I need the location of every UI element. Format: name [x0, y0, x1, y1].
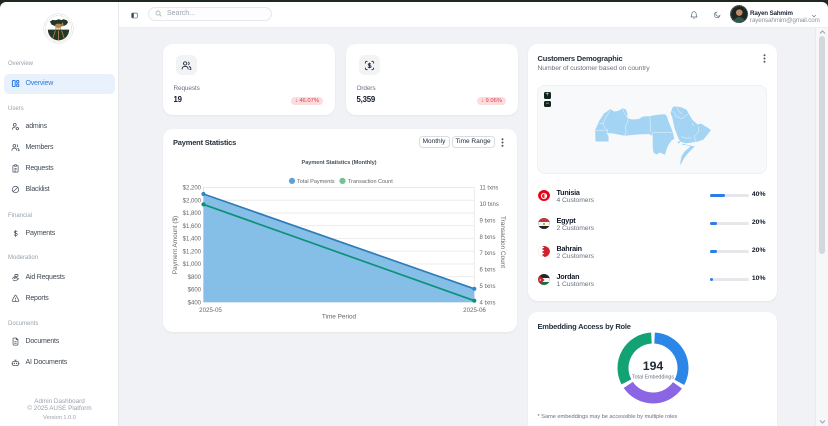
svg-text:$400: $400	[188, 300, 202, 306]
svg-text:$2,000: $2,000	[183, 198, 202, 204]
svg-text:$1,400: $1,400	[183, 236, 202, 242]
svg-text:Total Payments: Total Payments	[297, 178, 335, 184]
svg-text:$1,000: $1,000	[183, 262, 202, 268]
svg-text:Transaction Count: Transaction Count	[348, 178, 393, 184]
svg-text:194: 194	[642, 359, 663, 373]
svg-text:$600: $600	[188, 287, 202, 293]
svg-text:$1,800: $1,800	[183, 211, 202, 217]
svg-text:Payment Statistics (Monthly): Payment Statistics (Monthly)	[302, 160, 377, 166]
svg-text:Payment Amount ($): Payment Amount ($)	[172, 215, 179, 273]
svg-text:4 txns: 4 txns	[480, 300, 496, 306]
svg-text:$1,600: $1,600	[183, 223, 202, 229]
svg-text:Time Period: Time Period	[322, 313, 357, 320]
svg-text:Total Embeddings: Total Embeddings	[631, 374, 673, 380]
svg-text:$1,200: $1,200	[183, 249, 202, 255]
svg-text:10 txns: 10 txns	[480, 202, 499, 208]
svg-text:6 txns: 6 txns	[480, 267, 496, 273]
svg-text:8 txns: 8 txns	[480, 234, 496, 240]
svg-text:7 txns: 7 txns	[480, 251, 496, 257]
svg-text:$2,200: $2,200	[183, 185, 202, 191]
svg-text:2025-06: 2025-06	[463, 307, 486, 314]
svg-text:2025-05: 2025-05	[199, 307, 222, 314]
svg-text:9 txns: 9 txns	[480, 218, 496, 224]
svg-text:$800: $800	[188, 274, 202, 280]
svg-text:Transaction Count: Transaction Count	[499, 216, 506, 268]
svg-text:5 txns: 5 txns	[480, 283, 496, 289]
svg-text:11 txns: 11 txns	[480, 185, 499, 191]
